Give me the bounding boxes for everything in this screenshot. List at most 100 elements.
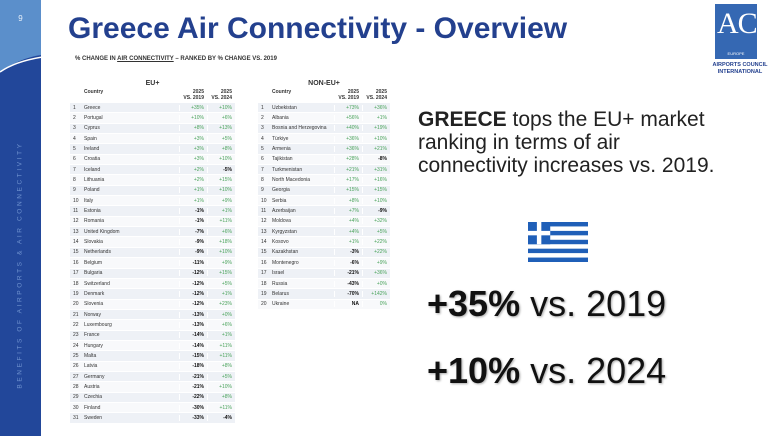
country: Iceland xyxy=(84,166,101,173)
change-vs-2019: -12% xyxy=(179,290,207,297)
change-vs-2019: +28% xyxy=(334,156,362,163)
table-row: 9 Georgia +15% +15% xyxy=(258,185,390,197)
rank: 31 xyxy=(73,414,79,421)
table-row: 10 Serbia +8% +10% xyxy=(258,196,390,207)
table-row: 7 Turkmenistan +21% +31% xyxy=(258,165,390,176)
change-vs-2019: +1% xyxy=(334,239,362,246)
change-vs-2024: +36% xyxy=(362,270,390,277)
country: Turkmenistan xyxy=(272,166,303,173)
change-vs-2019: +1% xyxy=(179,197,207,204)
change-vs-2024: +10% xyxy=(362,135,390,142)
rank: 12 xyxy=(73,218,79,225)
table-row: 12 Moldova +4% +32% xyxy=(258,216,390,228)
rank: 7 xyxy=(261,166,264,173)
change-vs-2019: -18% xyxy=(179,363,207,370)
change-vs-2019: -33% xyxy=(179,414,207,421)
stat-value: +35% xyxy=(427,283,521,324)
change-vs-2024: +23% xyxy=(207,301,235,308)
air-connectivity-link[interactable]: AIR CONNECTIVITY xyxy=(117,56,174,62)
change-vs-2019: +35% xyxy=(179,104,207,111)
table-row: 15 Netherlands -9% +10% xyxy=(70,247,235,259)
table-row: 11 Estonia -1% +1% xyxy=(70,206,235,217)
table-row: 20 Slovenia -12% +23% xyxy=(70,299,235,310)
country: Georgia xyxy=(272,187,290,194)
country: Germany xyxy=(84,373,105,380)
change-vs-2019: +3% xyxy=(179,146,207,153)
table-row: 3 Bosnia and Herzegovina +40% +19% xyxy=(258,123,390,135)
change-vs-2019: +4% xyxy=(334,228,362,235)
table-row: 18 Switzerland -12% +5% xyxy=(70,278,235,290)
rank: 10 xyxy=(73,197,79,204)
change-vs-2024: +1% xyxy=(362,115,390,122)
headline-bold: GREECE xyxy=(418,108,507,131)
subtitle: % CHANGE IN AIR CONNECTIVITY – RANKED BY… xyxy=(75,56,277,62)
header-vs-2019: 2025 VS. 2019 xyxy=(179,89,207,101)
country: Albania xyxy=(272,115,289,122)
change-vs-2024: +0% xyxy=(362,280,390,287)
country: Luxembourg xyxy=(84,321,112,328)
headline-rest: tops the EU+ market ranking in terms of … xyxy=(418,108,715,177)
change-vs-2019: +56% xyxy=(334,115,362,122)
country: Azerbaijan xyxy=(272,208,296,215)
table-row: 1 Uzbekistan +73% +36% xyxy=(258,103,390,114)
country: Hungary xyxy=(84,342,103,349)
logo-name-line2: INTERNATIONAL xyxy=(717,69,763,75)
table-row: 4 Spain +3% +5% xyxy=(70,134,235,145)
country: Finland xyxy=(84,404,101,411)
change-vs-2019: -13% xyxy=(179,311,207,318)
table-body: 1 Uzbekistan +73% +36% 2 Albania +56% +1% 3 Bosni… xyxy=(258,103,390,310)
country: Kyrgyzstan xyxy=(272,228,297,235)
change-vs-2024: +18% xyxy=(207,239,235,246)
rank: 8 xyxy=(73,177,76,184)
change-vs-2024: +10% xyxy=(207,104,235,111)
table-row: 22 Luxembourg -13% +6% xyxy=(70,320,235,331)
rank: 20 xyxy=(73,301,79,308)
rank: 24 xyxy=(73,342,79,349)
rank: 27 xyxy=(73,373,79,380)
country: Netherlands xyxy=(84,249,111,256)
rank: 8 xyxy=(261,177,264,184)
rank: 18 xyxy=(73,280,79,287)
change-vs-2024: +11% xyxy=(207,342,235,349)
change-vs-2024: +32% xyxy=(362,218,390,225)
country: Serbia xyxy=(272,197,287,204)
change-vs-2019: +15% xyxy=(334,187,362,194)
header-country: Country xyxy=(272,89,292,95)
change-vs-2019: -12% xyxy=(179,280,207,287)
change-vs-2024: +11% xyxy=(207,404,235,411)
country: Italy xyxy=(84,197,94,204)
table-row: 2 Albania +56% +1% xyxy=(258,113,390,124)
change-vs-2019: +36% xyxy=(334,135,362,142)
change-vs-2019: -21% xyxy=(179,373,207,380)
change-vs-2024: +9% xyxy=(362,259,390,266)
change-vs-2024: +10% xyxy=(207,187,235,194)
country: Belarus xyxy=(272,290,289,297)
rank: 25 xyxy=(73,352,79,359)
rank: 6 xyxy=(261,156,264,163)
sidebar-caption: BENEFITS OF AIRPORTS & AIR CONNECTIVITY xyxy=(16,141,24,389)
rank: 3 xyxy=(73,125,76,132)
rank: 30 xyxy=(73,404,79,411)
change-vs-2024: +5% xyxy=(207,135,235,142)
change-vs-2024: +10% xyxy=(207,156,235,163)
rank: 15 xyxy=(261,249,267,256)
change-vs-2024: +22% xyxy=(362,239,390,246)
logo-name-line1: AIRPORTS COUNCIL xyxy=(712,62,768,68)
rank: 11 xyxy=(73,208,79,215)
country: Bosnia and Herzegovina xyxy=(272,125,327,132)
country: Moldova xyxy=(272,218,291,225)
rank: 26 xyxy=(73,363,79,370)
change-vs-2024: +1% xyxy=(207,332,235,339)
table-row: 3 Cyprus +8% +13% xyxy=(70,123,235,135)
page-title: Greece Air Connectivity - Overview xyxy=(68,12,568,45)
change-vs-2024: +21% xyxy=(362,146,390,153)
table-group-title: NON-EU+ xyxy=(308,80,340,87)
country: Romania xyxy=(84,218,105,225)
rank: 7 xyxy=(73,166,76,173)
rank: 18 xyxy=(261,280,267,287)
rank: 17 xyxy=(73,270,79,277)
change-vs-2024: +5% xyxy=(207,373,235,380)
rank: 1 xyxy=(73,104,76,111)
change-vs-2019: -9% xyxy=(179,239,207,246)
